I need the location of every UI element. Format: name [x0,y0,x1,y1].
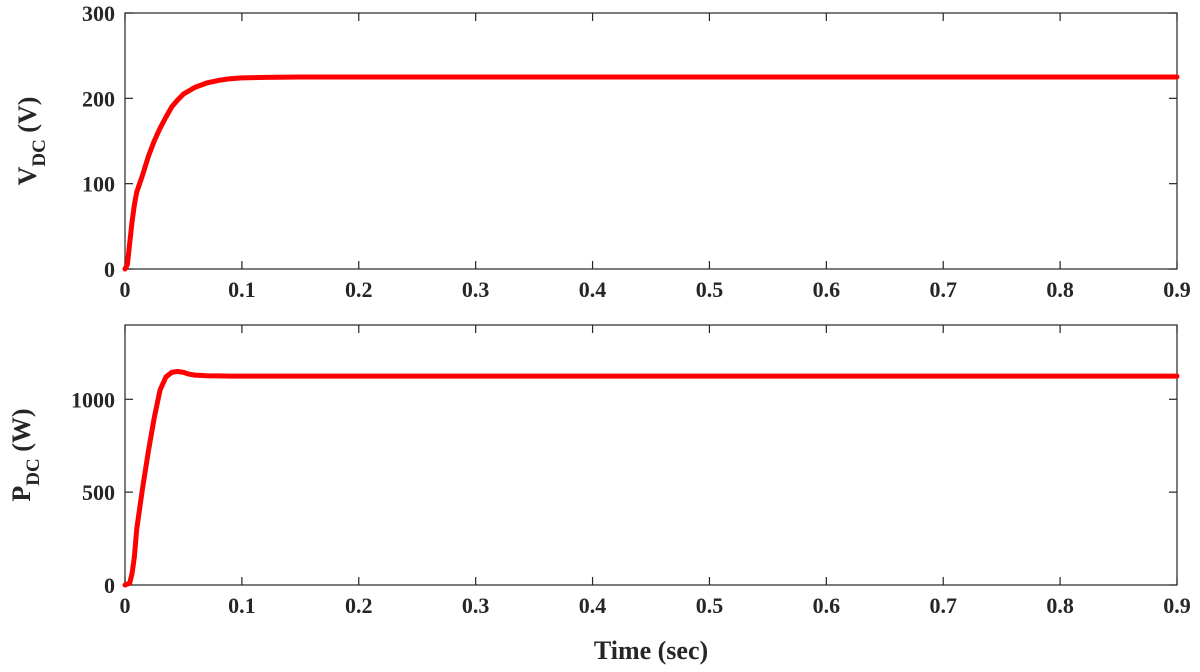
voltage-y-axis-label: VDC (V) [13,97,50,186]
power-y-axis-label: PDC (W) [7,408,44,501]
voltage-x-tick-label: 0.2 [345,277,373,302]
power-y-ticks: 0 500 1000 [71,387,1177,598]
x-axis-label: Time (sec) [594,636,708,665]
power-x-tick-label: 0.6 [813,593,841,618]
voltage-x-tick-label: 0.6 [813,277,841,302]
power-chart-frame [124,324,1178,586]
voltage-y-ticks: 0 100 200 300 [82,1,1177,282]
voltage-x-tick-label: 0.7 [929,277,957,302]
power-x-tick-label: 0.9 [1163,593,1191,618]
voltage-x-tick-label: 0.4 [579,277,607,302]
voltage-y-tick-label: 200 [82,86,115,111]
voltage-x-tick-label: 0.3 [462,277,490,302]
power-x-tick-label: 0.7 [929,593,957,618]
power-y-label-main: P [7,486,36,502]
power-x-tick-label: 0.1 [228,593,256,618]
power-x-tick-label: 0.3 [462,593,490,618]
voltage-chart-frame [124,12,1178,270]
power-x-tick-label: 0.4 [579,593,607,618]
voltage-y-tick-label: 0 [104,257,115,282]
voltage-y-label-sub: DC [29,139,50,166]
voltage-x-ticks: 0 0.1 0.2 0.3 0.4 0.5 0.6 0.7 0.8 0.9 [120,13,1191,302]
power-chart: 0 0.1 0.2 0.3 0.4 0.5 0.6 0.7 0.8 0.9 0 500 1000 PD… [7,324,1191,665]
voltage-series-line [122,74,1180,272]
power-x-tick-label: 0.5 [696,593,724,618]
power-y-tick-label: 0 [104,573,115,598]
voltage-x-tick-label: 0.1 [228,277,256,302]
voltage-x-tick-label: 0.8 [1046,277,1074,302]
power-x-tick-label: 0.8 [1046,593,1074,618]
power-y-tick-label: 1000 [71,387,115,412]
voltage-y-label-main: V [13,166,42,185]
voltage-x-tick-label: 0 [120,277,131,302]
voltage-y-tick-label: 100 [82,172,115,197]
voltage-y-label-unit: (V) [13,97,42,140]
voltage-chart: 0 0.1 0.2 0.3 0.4 0.5 0.6 0.7 0.8 0.9 0100200300 … [13,1,1191,302]
power-x-tick-label: 0.2 [345,593,373,618]
power-y-label-sub: DC [23,458,44,485]
voltage-y-tick-label: 300 [82,1,115,26]
power-x-tick-label: 0 [120,593,131,618]
power-x-ticks: 0 0.1 0.2 0.3 0.4 0.5 0.6 0.7 0.8 0.9 [120,325,1191,618]
voltage-x-tick-label: 0.5 [696,277,724,302]
power-y-label-unit: (W) [7,408,36,458]
power-series-line [122,368,1180,588]
voltage-x-tick-label: 0.9 [1163,277,1191,302]
power-y-tick-label: 500 [82,480,115,505]
